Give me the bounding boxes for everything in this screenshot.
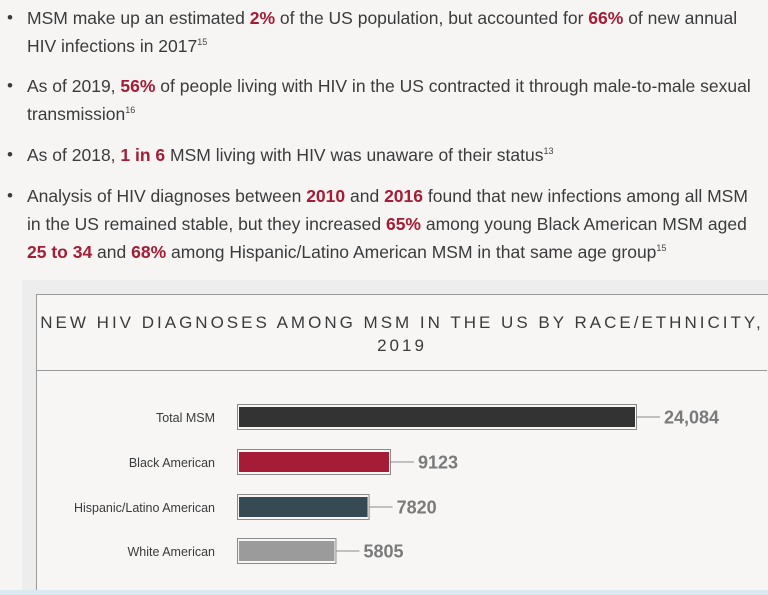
body-text: in the US remained stable, but they incr… bbox=[27, 214, 386, 234]
bar bbox=[239, 497, 368, 517]
body-text: and bbox=[92, 242, 132, 262]
value-label: 7820 bbox=[397, 498, 437, 518]
category-label: Total MSM bbox=[156, 411, 215, 425]
chart-panel: NEW HIV DIAGNOSES AMONG MSM IN THE US BY… bbox=[22, 280, 768, 595]
body-text: and bbox=[345, 186, 385, 206]
bar bbox=[239, 407, 635, 427]
body-text: of the US population, but accounted for bbox=[275, 8, 589, 28]
body-text: of new annual bbox=[623, 8, 738, 28]
highlight-text: 66% bbox=[588, 8, 624, 28]
highlight-text: 68% bbox=[131, 242, 167, 262]
highlight-text: 65% bbox=[385, 214, 421, 234]
body-text: of people living with HIV in the US cont… bbox=[155, 76, 751, 96]
body-text: MSM make up an estimated bbox=[27, 8, 250, 28]
bottom-strip bbox=[0, 590, 768, 595]
footnote-ref: 16 bbox=[125, 105, 136, 116]
chart-title-area: NEW HIV DIAGNOSES AMONG MSM IN THE US BY… bbox=[37, 295, 767, 371]
bar bbox=[239, 452, 390, 472]
chart-title-line-2: 2019 bbox=[377, 336, 427, 355]
highlight-text: 2016 bbox=[384, 186, 424, 206]
highlight-text: 2% bbox=[249, 8, 276, 28]
body-text: among Hispanic/Latino American MSM in th… bbox=[166, 242, 657, 262]
body-text: transmission bbox=[27, 104, 126, 124]
body-text: Analysis of HIV diagnoses between bbox=[27, 186, 307, 206]
category-label: Hispanic/Latino American bbox=[74, 501, 215, 515]
body-text: MSM living with HIV was unaware of their… bbox=[165, 145, 544, 165]
bullet-line: As of 2019, 56% of people living with HI… bbox=[27, 72, 751, 100]
bullet-line: Analysis of HIV diagnoses between 2010 a… bbox=[27, 182, 748, 210]
bar-outline bbox=[237, 449, 392, 475]
bullet-line: in the US remained stable, but they incr… bbox=[27, 210, 747, 238]
chart-title: NEW HIV DIAGNOSES AMONG MSM IN THE US BY… bbox=[37, 311, 767, 357]
bar-chart: Total MSM 24,084 Black American 9123 Hispani… bbox=[74, 404, 719, 564]
bullet-dot-icon: • bbox=[7, 8, 13, 27]
body-text: HIV infections in 2017 bbox=[27, 36, 198, 56]
highlight-text: 25 to 34 bbox=[27, 242, 93, 262]
category-label: Black American bbox=[129, 456, 215, 470]
value-label: 5805 bbox=[363, 542, 403, 562]
bar-outline bbox=[237, 538, 337, 564]
bullet-line: 25 to 34 and 68% among Hispanic/Latino A… bbox=[27, 238, 666, 266]
highlight-text: 56% bbox=[120, 76, 156, 96]
highlight-text: 2010 bbox=[306, 186, 346, 206]
body-text: among young Black American MSM aged bbox=[421, 214, 747, 234]
bullet-line: MSM make up an estimated 2% of the US po… bbox=[27, 4, 737, 32]
bar-outline bbox=[237, 404, 637, 430]
footnote-ref: 13 bbox=[543, 146, 554, 157]
bullet-line: transmission16 bbox=[27, 100, 135, 128]
body-text: found that new infections among all MSM bbox=[423, 186, 748, 206]
bullet-dot-icon: • bbox=[7, 186, 13, 205]
bullet-dot-icon: • bbox=[7, 76, 13, 95]
value-label: 9123 bbox=[418, 453, 458, 473]
category-label: White American bbox=[127, 545, 215, 559]
highlight-text: 1 in 6 bbox=[120, 145, 166, 165]
footnote-ref: 15 bbox=[656, 243, 667, 254]
body-text: As of 2019, bbox=[27, 76, 121, 96]
bullet-dot-icon: • bbox=[7, 145, 13, 164]
body-text: As of 2018, bbox=[27, 145, 121, 165]
chart-box: NEW HIV DIAGNOSES AMONG MSM IN THE US BY… bbox=[36, 294, 768, 595]
bar-outline bbox=[237, 494, 370, 520]
bullet-line: As of 2018, 1 in 6 MSM living with HIV w… bbox=[27, 141, 554, 169]
footnote-ref: 15 bbox=[197, 37, 208, 48]
bullet-line: HIV infections in 201715 bbox=[27, 32, 207, 60]
chart-title-line-1: NEW HIV DIAGNOSES AMONG MSM IN THE US BY… bbox=[40, 313, 764, 332]
value-label: 24,084 bbox=[664, 408, 719, 428]
bar bbox=[239, 541, 335, 561]
